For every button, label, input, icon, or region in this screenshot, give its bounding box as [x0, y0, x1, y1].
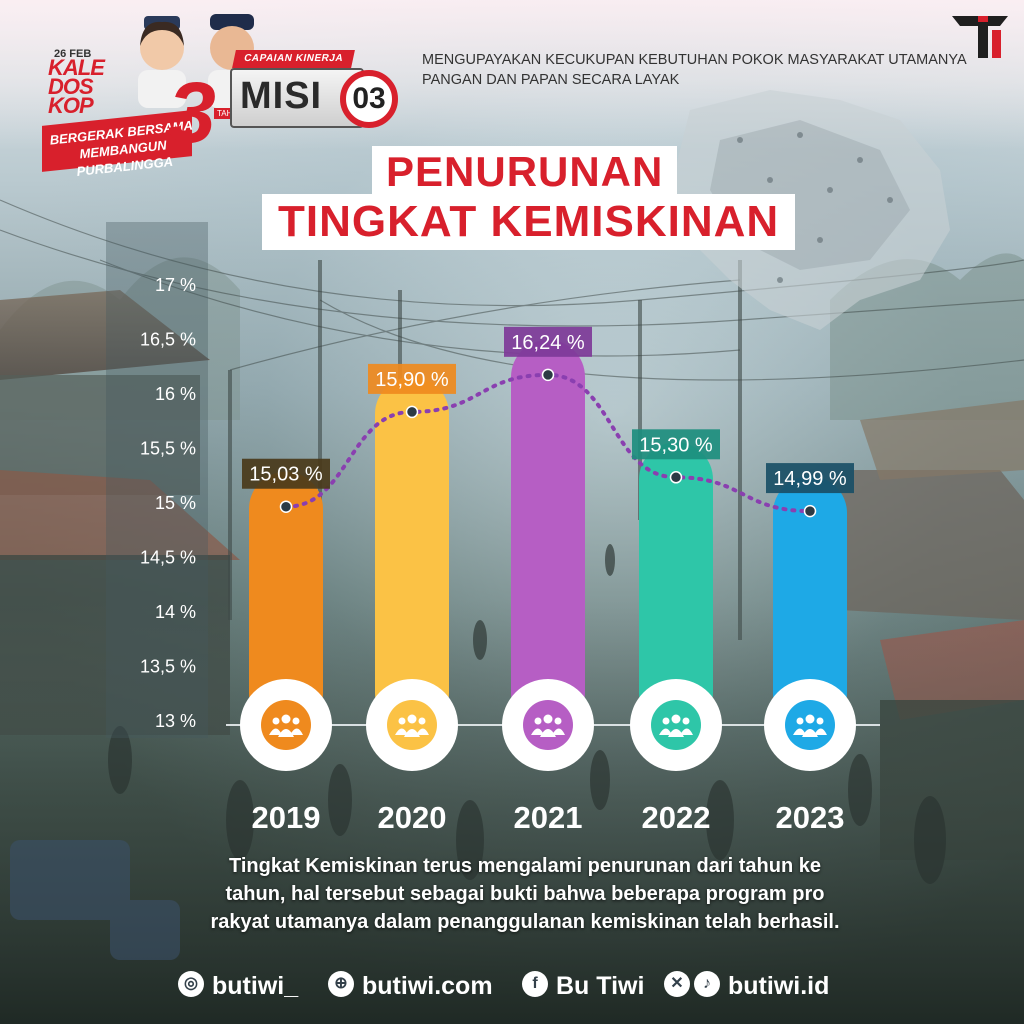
title-line-2: TINGKAT KEMISKINAN — [262, 194, 796, 250]
website-label: butiwi.com — [362, 972, 493, 1000]
people-group-icon — [395, 714, 429, 737]
facebook-icon: f — [522, 971, 548, 998]
people-group-icon — [659, 714, 693, 737]
misi-number: 03 — [340, 70, 398, 128]
website-link[interactable]: ⊕ butiwi.com — [328, 966, 493, 1006]
title-line-1: PENURUNAN — [372, 146, 678, 198]
mission-statement: MENGUPAYAKAN KECUKUPAN KEBUTUHAN POKOK M… — [422, 50, 982, 90]
tiktok-icon: ♪ — [694, 971, 720, 998]
bar-icon-disc — [387, 700, 437, 750]
data-label: 15,90 % — [375, 369, 449, 391]
data-label: 16,24 % — [511, 332, 585, 354]
instagram-label: butiwi_ — [212, 972, 299, 1000]
instagram-icon: ◎ — [178, 971, 204, 998]
description-line-3: rakyat utamanya dalam penanggulanan kemi… — [210, 911, 840, 933]
data-label-box — [368, 363, 456, 394]
data-label: 15,03 % — [249, 464, 323, 486]
people-group-icon — [269, 714, 303, 737]
instagram-handle[interactable]: ◎ butiwi_ — [178, 966, 298, 1006]
data-label: 14,99 % — [773, 468, 847, 490]
event-date: 26 FEB — [54, 48, 92, 60]
people-group-icon — [531, 714, 565, 737]
people-group-icon — [793, 714, 827, 737]
event-name: KALE DOS KOP — [48, 55, 105, 118]
x-category-label: 2023 — [776, 800, 845, 835]
bar-2020 — [375, 376, 449, 730]
x-tiktok-label: butiwi.id — [728, 972, 830, 1000]
social-media-bar: ◎ butiwi_ ⊕ butiwi.com f Bu Tiwi ✕ ♪ butiwi.i… — [0, 966, 1024, 1006]
facebook-label: Bu Tiwi — [556, 972, 645, 1000]
y-tick-label: 13 % — [155, 711, 196, 731]
misi-badge: CAPAIAN KINERJA MISI 03 — [230, 50, 410, 128]
misi-label: MISI — [240, 75, 323, 117]
trend-point — [803, 504, 817, 518]
trend-point — [541, 368, 555, 382]
tiwi-logo-icon — [952, 16, 1008, 58]
x-category-label: 2020 — [378, 800, 447, 835]
y-tick-label: 15,5 % — [140, 439, 196, 459]
trend-point — [669, 471, 683, 484]
description-line-2: tahun, hal tersebut sebagai bukti bahwa … — [225, 883, 825, 905]
bar-2023 — [773, 476, 847, 730]
y-tick-label: 14,5 % — [140, 548, 196, 568]
x-category-label: 2022 — [642, 800, 711, 835]
y-tick-label: 15 % — [155, 493, 196, 513]
trend-point — [405, 405, 419, 419]
y-tick-label: 17 % — [155, 275, 196, 295]
trend-point — [279, 500, 293, 513]
bar-icon-disc — [651, 700, 701, 750]
mission-line-2: PANGAN DAN PAPAN SECARA LAYAK — [422, 72, 680, 88]
x-category-label: 2019 — [252, 800, 321, 835]
mission-line-1: MENGUPAYAKAN KECUKUPAN KEBUTUHAN POKOK M… — [422, 52, 967, 68]
facebook-handle[interactable]: f Bu Tiwi — [522, 966, 644, 1006]
bar-icon-disc — [261, 700, 311, 750]
axis-backdrop — [106, 222, 208, 738]
y-tick-label: 13,5 % — [140, 657, 196, 677]
y-tick-label: 14 % — [155, 602, 196, 622]
x-icon: ✕ — [664, 971, 690, 998]
anniversary-number: 3 — [168, 65, 216, 161]
y-tick-label: 16,5 % — [140, 330, 196, 350]
data-label-box — [504, 326, 592, 357]
globe-icon: ⊕ — [328, 971, 354, 998]
bar-icon-disc — [785, 700, 835, 750]
data-label: 15,30 % — [639, 434, 713, 456]
bar-2019 — [249, 471, 323, 730]
y-tick-label: 16 % — [155, 384, 196, 404]
description-line-1: Tingkat Kemiskinan terus mengalami penur… — [229, 855, 821, 877]
data-label-box — [242, 458, 330, 489]
bar-2021 — [511, 339, 585, 730]
x-tiktok-handle[interactable]: ✕ ♪ butiwi.id — [664, 966, 829, 1006]
data-label-box — [766, 463, 854, 494]
description-text: Tingkat Kemiskinan terus mengalami penur… — [100, 852, 950, 936]
x-category-label: 2021 — [514, 800, 583, 835]
bar-2022 — [639, 442, 713, 730]
bar-icon-disc — [523, 700, 573, 750]
data-label-box — [632, 429, 720, 460]
